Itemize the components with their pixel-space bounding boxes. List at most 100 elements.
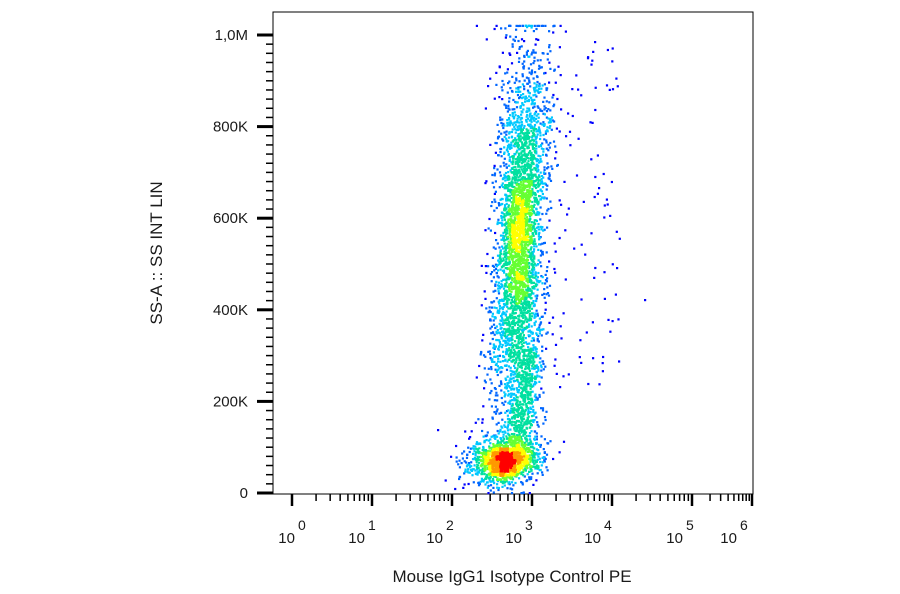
event-point [545,197,548,200]
event-point [544,24,547,27]
event-point [515,71,518,75]
event-point [522,96,525,99]
event-point [548,44,551,47]
event-point [524,456,527,459]
event-point [506,243,509,246]
event-point [511,338,514,341]
event-point [514,439,517,442]
event-point [511,249,514,253]
event-point [511,264,514,267]
event-point [528,109,531,112]
event-point [529,385,532,388]
event-point [487,311,490,314]
event-point [538,24,541,27]
event-point [517,342,520,345]
event-point [518,426,521,429]
event-point [495,142,498,145]
event-point [499,260,502,263]
event-point [542,391,545,394]
event-point [547,166,550,169]
event-point [528,448,531,451]
event-point [522,248,525,251]
event-point [530,257,533,260]
event-point [524,95,527,98]
event-point [525,459,528,462]
event-point [512,447,515,450]
event-point [513,206,516,209]
event-point [505,221,508,224]
event-point [507,246,510,249]
event-point [497,432,500,435]
event-point [513,108,516,111]
event-point [526,438,529,442]
event-point [538,243,541,246]
event-point [510,333,513,337]
event-point [545,139,548,142]
event-point [534,138,537,141]
event-point [507,153,510,157]
event-point [475,472,478,476]
event-point [495,297,498,300]
event-point [486,252,489,256]
event-point [500,184,503,187]
event-point [515,207,519,210]
event-point [515,101,518,104]
event-point [527,334,530,337]
event-point [528,342,531,345]
event-point [533,314,536,317]
event-point [533,395,536,398]
event-point [522,434,525,437]
event-point [507,365,510,368]
event-point [526,179,529,182]
event-point [514,284,517,287]
event-point [538,85,541,88]
event-point [509,428,512,431]
event-point [524,199,527,202]
event-point [504,267,507,270]
event-point [536,423,539,426]
event-point [535,140,538,144]
event-point [509,409,512,412]
event-point [526,189,529,192]
event-point [593,276,596,279]
event-point [511,393,514,396]
event-point [526,173,529,176]
event-point [516,328,519,331]
event-point [554,358,557,361]
event-point [518,414,521,417]
event-point [520,131,523,134]
event-point [546,442,549,445]
event-point [502,257,505,260]
event-point [511,230,514,233]
event-point [496,137,500,140]
event-point [529,288,532,291]
event-point [607,318,610,321]
event-point [531,442,534,445]
event-point [531,374,534,377]
event-point [475,24,478,27]
event-point [500,216,503,219]
event-point [526,290,529,293]
event-point [517,133,520,136]
event-point [504,285,507,288]
event-point [515,142,518,145]
event-point [482,333,485,336]
event-point [533,228,536,231]
event-point [490,405,493,408]
event-point [529,255,532,258]
event-point [508,145,511,149]
event-point [533,56,536,59]
event-point [525,197,528,200]
event-point [524,193,527,196]
event-point [544,279,548,282]
event-point [514,311,517,315]
event-point [519,266,522,269]
event-point [533,90,536,93]
event-point [515,151,518,154]
event-point [493,198,496,201]
event-point [509,374,513,377]
event-point [485,38,488,41]
event-point [516,268,519,271]
event-point [531,132,535,135]
event-point [539,144,542,148]
